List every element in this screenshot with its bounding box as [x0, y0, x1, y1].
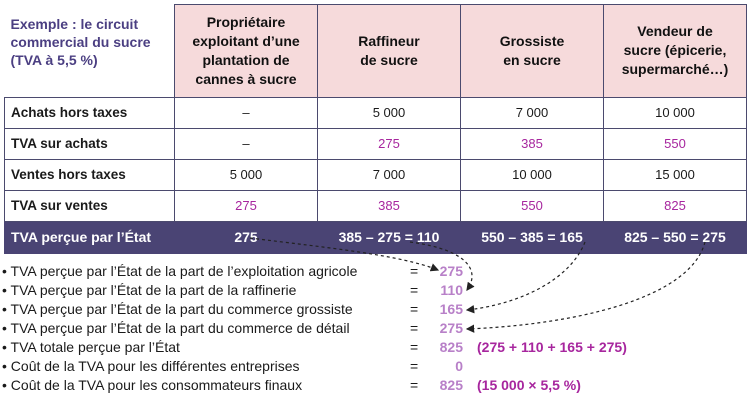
- column-header-planteur: Propriétaire exploitant d’une plantation…: [174, 4, 318, 98]
- table-cell: 5 000: [174, 158, 318, 191]
- table-caption: Exemple : le circuit commercial du sucre…: [4, 4, 175, 97]
- table-cell: 825: [603, 189, 747, 222]
- table-row-tva-ventes: TVA sur ventes 275 385 550 825: [4, 189, 747, 222]
- caption-line: (TVA à 5,5 %): [10, 51, 98, 68]
- summary-note: (15 000 × 5,5 %): [477, 377, 581, 393]
- table-cell: –: [174, 96, 318, 129]
- table-cell: –: [174, 127, 318, 160]
- summary-note: (275 + 110 + 165 + 275): [477, 339, 627, 355]
- summary-text: • TVA totale perçue par l’État: [2, 339, 180, 355]
- header-line: supermarché…): [621, 61, 729, 78]
- equals-sign: =: [410, 358, 419, 374]
- row-label: TVA perçue par l’État: [4, 220, 175, 254]
- table-cell: 275: [317, 127, 461, 160]
- table-cell: 550: [603, 127, 747, 160]
- row-label: Ventes hors taxes: [4, 158, 175, 191]
- summary-text: • TVA perçue par l’État de la part de l’…: [2, 263, 358, 279]
- table-cell: 385: [460, 127, 604, 160]
- header-line: sucre (épicerie,: [623, 42, 727, 59]
- summary-line: • TVA totale perçue par l’État = 825 (27…: [2, 338, 742, 357]
- summary-value: 0: [455, 358, 463, 374]
- header-line: Propriétaire: [206, 13, 286, 30]
- table-cell: 5 000: [317, 96, 461, 129]
- equals-sign: =: [410, 301, 419, 317]
- header-line: exploitant d’une: [192, 32, 300, 49]
- caption-line: Exemple : le circuit: [10, 15, 139, 32]
- table-cell: 275: [174, 189, 318, 222]
- table-cell: 550: [460, 189, 604, 222]
- column-header-vendeur: Vendeur de sucre (épicerie, supermarché……: [603, 4, 747, 98]
- summary-line: • TVA perçue par l’État de la part du co…: [2, 300, 742, 319]
- summary-line: • TVA perçue par l’État de la part de la…: [2, 281, 742, 300]
- total-cell: 275: [174, 220, 318, 254]
- summary-text: • TVA perçue par l’État de la part de la…: [2, 282, 297, 298]
- table-cell: 7 000: [460, 96, 604, 129]
- table-row-tva-achats: TVA sur achats – 275 385 550: [4, 127, 747, 160]
- header-line: Raffineur: [358, 32, 420, 49]
- column-header-raffineur: Raffineur de sucre: [317, 4, 461, 98]
- summary-text: • Coût de la TVA pour les différentes en…: [2, 358, 300, 374]
- table-cell: 385: [317, 189, 461, 222]
- table-row-tva-percue: TVA perçue par l’État 275 385 – 275 = 11…: [4, 220, 747, 254]
- summary-line: • TVA perçue par l’État de la part de l’…: [2, 262, 742, 281]
- row-label: TVA sur achats: [4, 127, 175, 160]
- caption-line: commercial du sucre: [10, 33, 151, 50]
- equals-sign: =: [410, 377, 419, 393]
- summary-value: 825: [439, 339, 463, 355]
- header-line: Vendeur de: [637, 23, 713, 40]
- summary-value: 275: [439, 263, 463, 279]
- row-label: Achats hors taxes: [4, 96, 175, 129]
- table-row-achats-ht: Achats hors taxes – 5 000 7 000 10 000: [4, 96, 747, 129]
- total-cell: 550 – 385 = 165: [460, 220, 604, 254]
- summary-line: • Coût de la TVA pour les différentes en…: [2, 357, 742, 376]
- summary-value: 825: [439, 377, 463, 393]
- summary-text: • TVA perçue par l’État de la part du co…: [2, 301, 353, 317]
- table-cell: 7 000: [317, 158, 461, 191]
- table-cell: 10 000: [460, 158, 604, 191]
- header-line: de sucre: [360, 51, 418, 68]
- row-label: TVA sur ventes: [4, 189, 175, 222]
- column-header-grossiste: Grossiste en sucre: [460, 4, 604, 98]
- vat-table: Exemple : le circuit commercial du sucre…: [4, 4, 747, 254]
- equals-sign: =: [410, 339, 419, 355]
- table-cell: 10 000: [603, 96, 747, 129]
- summary-value: 110: [440, 282, 463, 298]
- table-cell: 15 000: [603, 158, 747, 191]
- summary-line: • Coût de la TVA pour les consommateurs …: [2, 376, 742, 395]
- summary-value: 275: [439, 320, 463, 336]
- summary-list: • TVA perçue par l’État de la part de l’…: [2, 262, 742, 395]
- equals-sign: =: [410, 320, 419, 336]
- header-line: cannes à sucre: [195, 70, 297, 87]
- summary-text: • TVA perçue par l’État de la part du co…: [2, 320, 350, 336]
- header-line: Grossiste: [499, 32, 565, 49]
- total-cell: 825 – 550 = 275: [603, 220, 747, 254]
- header-line: en sucre: [503, 51, 561, 68]
- total-cell: 385 – 275 = 110: [317, 220, 461, 254]
- summary-line: • TVA perçue par l’État de la part du co…: [2, 319, 742, 338]
- summary-text: • Coût de la TVA pour les consommateurs …: [2, 377, 303, 393]
- table-row-ventes-ht: Ventes hors taxes 5 000 7 000 10 000 15 …: [4, 158, 747, 191]
- summary-value: 165: [439, 301, 463, 317]
- header-line: plantation de: [202, 51, 290, 68]
- table-header-row: Exemple : le circuit commercial du sucre…: [4, 4, 747, 98]
